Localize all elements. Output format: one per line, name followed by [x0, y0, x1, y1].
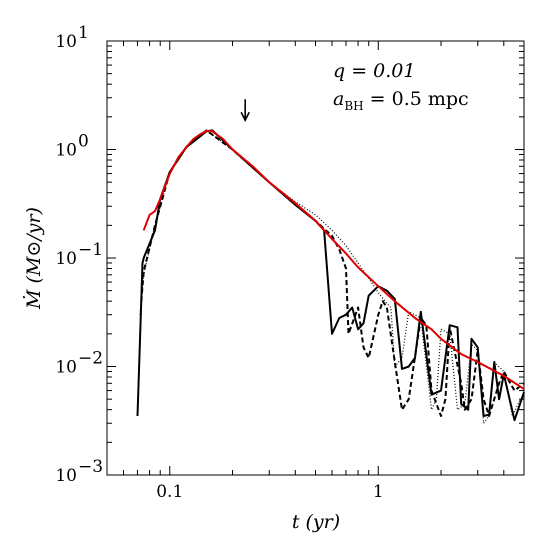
- y-tick-exponent: −3: [78, 457, 103, 477]
- series-line-black-dashed: [140, 129, 525, 417]
- series-line-black-solid: [136, 129, 525, 422]
- y-tick-exponent: 0: [78, 132, 89, 152]
- y-tick-label: 10: [55, 466, 77, 486]
- annotation-abh-sub: BH: [344, 99, 363, 113]
- annotation-abh-rest: = 0.5 mpc: [364, 88, 469, 110]
- y-axis-label: Ṁ (M⊙/yr): [22, 207, 45, 310]
- series-layer: [136, 129, 525, 424]
- arrow-head: [240, 111, 250, 123]
- y-tick-exponent: 1: [78, 23, 89, 43]
- series-line-red-solid: [142, 130, 525, 390]
- x-axis-label: t (yr): [292, 511, 340, 533]
- y-tick-label: 10: [55, 32, 77, 52]
- annotation-abh: aBH = 0.5 mpc: [333, 88, 469, 113]
- arrow-marker: [240, 99, 250, 123]
- y-tick-exponent: −1: [78, 240, 103, 260]
- y-tick-exponent: −2: [78, 349, 103, 369]
- y-tick-label: 10: [55, 249, 77, 269]
- annotation-abh-var: a: [333, 88, 344, 110]
- annotation-q: q = 0.01: [333, 60, 415, 82]
- y-tick-label: 10: [55, 141, 77, 161]
- ticks: [106, 40, 525, 476]
- x-tick-label: 0.1: [156, 482, 183, 502]
- series-line-black-dotted: [139, 129, 521, 424]
- x-tick-label: 1: [373, 482, 384, 502]
- y-tick-label: 10: [55, 358, 77, 378]
